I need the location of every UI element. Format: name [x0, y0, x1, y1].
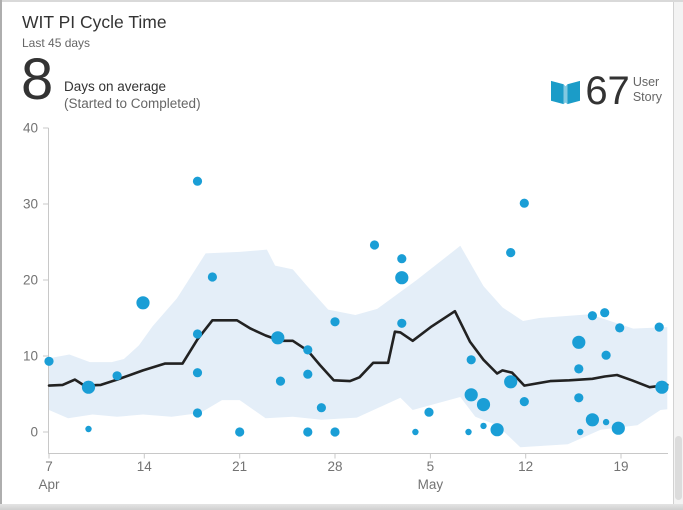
work-item-dot[interactable]: [600, 308, 610, 318]
work-item-dot[interactable]: [490, 423, 504, 437]
work-item-dot[interactable]: [506, 248, 516, 258]
work-item-dot[interactable]: [654, 322, 664, 332]
widget-border-top: [0, 0, 683, 2]
work-item-dot[interactable]: [574, 393, 584, 403]
work-item-dot[interactable]: [615, 323, 625, 333]
work-item-dot[interactable]: [330, 317, 340, 327]
y-tick-label: 0: [30, 425, 38, 440]
work-item-dot[interactable]: [574, 364, 584, 374]
x-tick-label: 28: [327, 459, 342, 474]
x-month-label: May: [418, 477, 444, 492]
work-item-dot[interactable]: [577, 428, 584, 436]
vertical-scrollbar[interactable]: [673, 2, 683, 504]
work-item-dot[interactable]: [464, 388, 478, 402]
widget-border-bottom: [0, 504, 683, 510]
work-item-type-line1: User: [632, 75, 660, 89]
work-item-dot[interactable]: [465, 428, 472, 436]
work-item-type-line2: Story: [632, 90, 662, 104]
work-item-count-group[interactable]: 67 User Story: [549, 69, 662, 113]
work-item-dot[interactable]: [303, 369, 313, 379]
x-tick-label: 14: [137, 459, 153, 474]
widget-subtitle: Last 45 days: [22, 36, 91, 50]
work-item-dot[interactable]: [112, 371, 122, 381]
work-item-dot[interactable]: [136, 296, 150, 310]
work-item-dot[interactable]: [424, 407, 434, 417]
work-item-dot[interactable]: [369, 240, 380, 250]
work-item-dot[interactable]: [44, 356, 54, 366]
work-item-dot[interactable]: [395, 271, 409, 285]
work-item-dot[interactable]: [397, 318, 407, 328]
work-item-dot[interactable]: [192, 329, 203, 339]
x-month-label: Apr: [38, 477, 60, 492]
work-item-dot[interactable]: [412, 428, 419, 436]
work-item-dot[interactable]: [192, 408, 203, 418]
y-tick-label: 30: [23, 197, 38, 212]
work-item-dot[interactable]: [476, 398, 491, 412]
x-tick-label: 5: [427, 459, 435, 474]
work-item-dot[interactable]: [585, 413, 600, 427]
work-item-dot[interactable]: [655, 380, 669, 394]
trend-line: [47, 309, 669, 389]
y-tick-label: 20: [23, 273, 38, 288]
widget-title: WIT PI Cycle Time: [22, 12, 167, 32]
work-item-dot[interactable]: [85, 425, 92, 433]
widget-border-left: [0, 0, 2, 510]
work-item-count: 67: [585, 69, 630, 113]
work-item-dot[interactable]: [601, 350, 611, 360]
average-days-value: 8: [21, 47, 53, 112]
work-item-dot[interactable]: [303, 427, 313, 437]
x-tick-label: 21: [232, 459, 247, 474]
scrollbar-thumb[interactable]: [675, 436, 682, 500]
average-days-sublabel: (Started to Completed): [64, 96, 201, 111]
average-days-labels: Days on average (Started to Completed): [64, 78, 201, 112]
y-tick-label: 10: [23, 349, 38, 364]
work-item-dot[interactable]: [235, 427, 245, 437]
work-item-dot[interactable]: [303, 345, 313, 355]
work-item-dot[interactable]: [611, 421, 625, 435]
work-item-dot[interactable]: [504, 375, 518, 389]
x-tick-label: 19: [613, 459, 628, 474]
work-item-dot[interactable]: [275, 376, 286, 386]
y-tick-label: 40: [23, 121, 38, 136]
work-item-dot[interactable]: [330, 427, 340, 437]
work-item-dot[interactable]: [519, 397, 529, 407]
work-item-dot[interactable]: [480, 422, 487, 430]
x-tick-label: 12: [518, 459, 533, 474]
work-item-dot[interactable]: [192, 368, 203, 378]
work-item-dot[interactable]: [466, 355, 476, 365]
work-item-dot[interactable]: [271, 331, 285, 345]
work-item-dot[interactable]: [397, 254, 407, 264]
average-days-label: Days on average: [64, 79, 167, 94]
work-item-dot[interactable]: [602, 418, 610, 426]
user-story-book-icon: [551, 80, 581, 105]
work-item-type-label: User Story: [633, 75, 662, 105]
std-dev-band: [49, 245, 668, 448]
work-item-dot[interactable]: [192, 176, 203, 186]
x-tick-label: 7: [45, 459, 53, 474]
work-item-dot[interactable]: [207, 272, 217, 282]
work-item-dot[interactable]: [519, 198, 529, 208]
work-item-dot[interactable]: [572, 335, 586, 349]
work-item-dot[interactable]: [587, 311, 598, 321]
work-item-dot[interactable]: [81, 380, 96, 394]
work-item-dot[interactable]: [316, 403, 326, 413]
